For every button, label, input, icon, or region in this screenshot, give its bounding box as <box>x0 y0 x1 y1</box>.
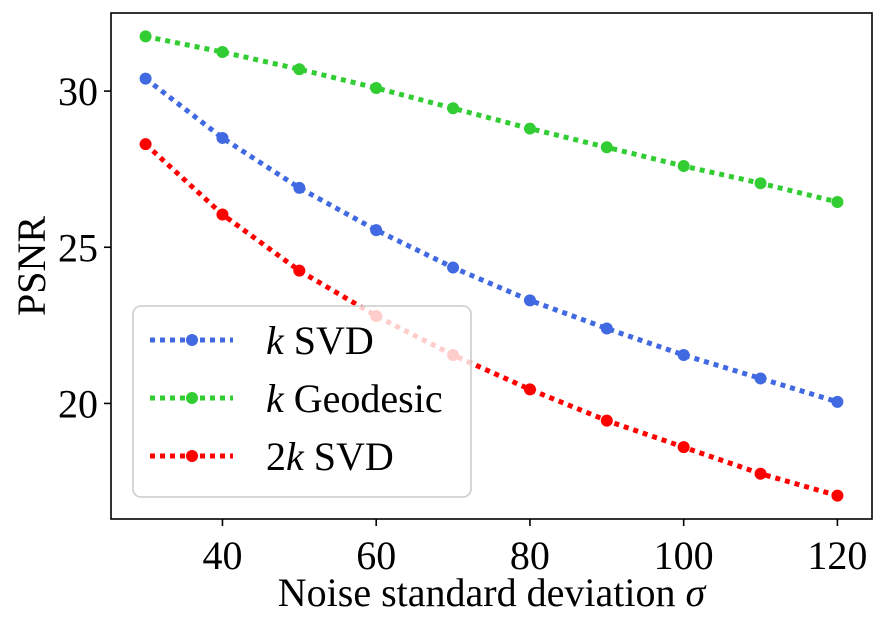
legend-label: k Geodesic <box>266 376 443 421</box>
y-tick-label: 30 <box>58 69 98 114</box>
data-point <box>754 177 767 190</box>
legend-marker <box>186 392 198 404</box>
data-point <box>447 102 460 115</box>
x-tick-label: 120 <box>807 533 867 578</box>
data-point <box>370 81 383 94</box>
data-point <box>370 224 383 237</box>
data-point <box>216 208 229 221</box>
data-point <box>447 261 460 274</box>
series-layer <box>139 30 844 502</box>
series-line <box>143 142 839 498</box>
plot-frame <box>110 12 873 520</box>
y-tick-label: 25 <box>58 225 98 270</box>
data-point <box>677 441 690 454</box>
data-point <box>523 294 536 307</box>
y-axis: 20 25 30 <box>58 69 111 426</box>
y-tick-label: 20 <box>58 381 98 426</box>
legend-marker <box>186 334 198 346</box>
data-point <box>139 30 152 43</box>
data-point <box>600 322 613 335</box>
x-axis-label: Noise standard deviation σ <box>278 570 707 615</box>
x-axis: 40 60 80 100 120 <box>202 519 867 578</box>
data-point <box>523 383 536 396</box>
legend: k SVD k Geodesic 2k SVD <box>132 305 472 498</box>
data-point <box>216 131 229 144</box>
x-tick-label: 60 <box>356 533 396 578</box>
data-point <box>139 72 152 85</box>
data-point <box>831 195 844 208</box>
y-axis-label: PSNR <box>9 216 54 316</box>
data-point <box>831 395 844 408</box>
data-point <box>523 122 536 135</box>
data-point <box>293 181 306 194</box>
legend-label: k SVD <box>266 318 374 363</box>
series-line <box>145 33 839 205</box>
data-point <box>754 467 767 480</box>
data-point <box>139 138 152 151</box>
x-tick-label: 80 <box>510 533 550 578</box>
series-line <box>144 76 839 405</box>
legend-label: 2k SVD <box>266 434 394 479</box>
data-point <box>831 489 844 502</box>
data-point <box>293 264 306 277</box>
x-tick-label: 40 <box>202 533 242 578</box>
data-point <box>754 372 767 385</box>
x-tick-label: 100 <box>654 533 714 578</box>
data-point <box>677 349 690 362</box>
legend-marker <box>186 450 198 462</box>
data-point <box>677 160 690 173</box>
data-point <box>216 46 229 59</box>
data-point <box>600 414 613 427</box>
legend-box <box>132 305 472 498</box>
data-point <box>600 141 613 154</box>
data-point <box>293 63 306 76</box>
